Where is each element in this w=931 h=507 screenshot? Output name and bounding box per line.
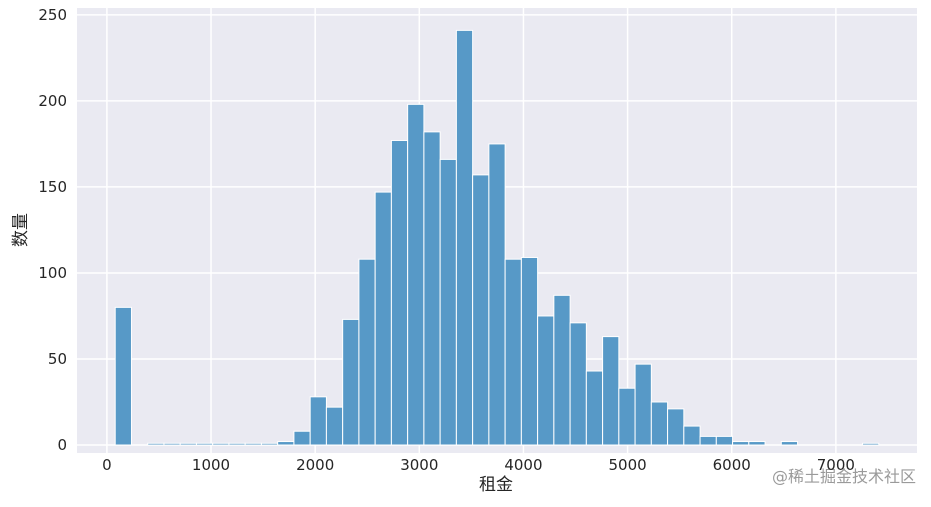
x-tick-label: 2000 (296, 456, 334, 474)
bar (569, 322, 587, 446)
bar (488, 143, 506, 446)
x-tick-label: 0 (102, 456, 112, 474)
bar (179, 442, 197, 446)
bar (455, 29, 474, 446)
y-tick-label: 0 (57, 436, 67, 454)
bar (195, 442, 214, 446)
bar (732, 441, 750, 446)
bar (114, 306, 132, 446)
bar (309, 396, 327, 446)
bar (407, 103, 425, 446)
bar (423, 131, 441, 446)
bar (634, 363, 652, 446)
bar (520, 256, 539, 446)
bar (390, 139, 409, 446)
x-axis-label: 租金 (479, 475, 513, 495)
bar (862, 442, 880, 446)
x-tick-label: 1000 (192, 456, 230, 474)
bar (602, 336, 620, 446)
bar (472, 174, 490, 446)
bar (358, 258, 376, 446)
x-tick-label: 7000 (817, 456, 855, 474)
bar (293, 430, 311, 446)
y-tick-label: 100 (38, 264, 67, 282)
bar (780, 441, 799, 446)
bar (374, 191, 392, 446)
bar (228, 442, 246, 446)
bar (163, 442, 181, 446)
y-tick-label: 200 (38, 92, 67, 110)
bar (537, 315, 555, 446)
bar (147, 442, 165, 446)
bar (618, 387, 636, 446)
bar (667, 408, 685, 446)
bar (212, 442, 230, 446)
bar (585, 370, 604, 446)
bar (715, 435, 734, 446)
bar (342, 318, 360, 446)
bar (277, 441, 295, 446)
bar (683, 425, 701, 446)
y-tick-label: 50 (48, 350, 67, 368)
bar (748, 441, 766, 446)
x-tick-label: 6000 (713, 456, 751, 474)
y-tick-label: 250 (38, 6, 67, 24)
bar (553, 294, 571, 446)
bar (439, 158, 457, 446)
bar (650, 401, 669, 446)
bar (244, 442, 262, 446)
y-axis-label: 数量 (11, 213, 31, 247)
bar (699, 435, 717, 446)
y-tick-label: 150 (38, 178, 67, 196)
bar (260, 442, 279, 446)
x-tick-label: 3000 (400, 456, 438, 474)
x-tick-label: 4000 (504, 456, 542, 474)
x-tick-label: 5000 (608, 456, 646, 474)
watermark: @稀土掘金技术社区 (772, 467, 916, 486)
bar (325, 406, 344, 446)
bar (504, 258, 522, 446)
